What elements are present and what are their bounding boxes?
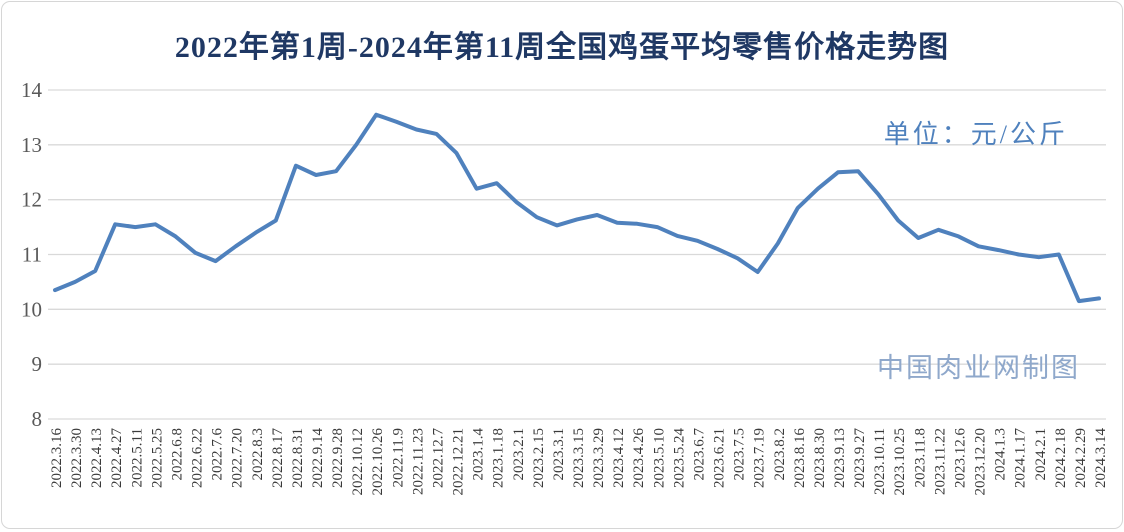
x-axis-tick-label: 2023.2.1 <box>511 428 527 481</box>
x-axis-tick-label: 2022.5.11 <box>129 428 145 487</box>
x-axis-tick-label: 2022.7.20 <box>230 428 246 488</box>
x-axis-tick-label: 2022.10.12 <box>350 428 366 496</box>
x-axis-tick-label: 2022.11.23 <box>410 428 426 495</box>
x-axis-tick-label: 2023.8.2 <box>772 428 788 481</box>
x-axis-tick-label: 2022.12.21 <box>451 428 467 496</box>
x-axis-tick-label: 2023.2.15 <box>531 428 547 488</box>
x-axis-tick-label: 2023.6.21 <box>712 428 728 488</box>
x-axis-tick-label: 2023.10.11 <box>872 428 888 495</box>
x-axis-tick-label: 2023.12.6 <box>952 428 968 489</box>
y-axis-tick-label: 9 <box>32 352 43 376</box>
x-axis-tick-label: 2022.8.31 <box>290 428 306 488</box>
unit-label: 单位：元/公斤 <box>883 120 1068 149</box>
price-line-series <box>53 112 1101 304</box>
x-axis-tick-label: 2023.11.22 <box>932 428 948 495</box>
x-axis-tick-label: 2023.3.1 <box>551 428 567 481</box>
y-axis-tick-label: 10 <box>21 297 42 321</box>
x-axis-tick-label: 2023.9.13 <box>832 428 848 488</box>
x-axis-tick-label: 2023.11.8 <box>912 428 928 487</box>
y-axis-tick-label: 11 <box>22 243 42 267</box>
x-axis-tick-label: 2024.2.1 <box>1033 428 1049 481</box>
x-axis-tick-label: 2022.9.14 <box>310 428 326 489</box>
x-axis-tick-label: 2023.3.15 <box>571 428 587 488</box>
chart-title: 2022年第1周-2024年第11周全国鸡蛋平均零售价格走势图 <box>174 31 950 64</box>
x-axis-tick-label: 2024.1.3 <box>993 428 1009 481</box>
x-axis-tick-label: 2022.6.22 <box>190 428 206 488</box>
x-axis-tick-label: 2023.6.7 <box>691 428 707 481</box>
x-axis-tick-label: 2023.5.10 <box>651 428 667 488</box>
x-axis-tick-label: 2022.3.16 <box>49 428 65 489</box>
x-axis-tick-label: 2022.3.30 <box>69 428 85 488</box>
x-axis-tick-label: 2022.6.8 <box>169 428 185 481</box>
x-axis-tick-label: 2023.8.30 <box>812 428 828 488</box>
x-axis-tick-label: 2022.12.7 <box>430 428 446 489</box>
x-axis-tick-label: 2023.7.5 <box>732 428 748 481</box>
x-axis-tick-label: 2022.4.13 <box>89 428 105 488</box>
x-axis-tick-label: 2022.7.6 <box>210 428 226 481</box>
y-axis-tick-label: 14 <box>21 78 43 102</box>
x-axis-tick-label: 2023.4.26 <box>631 428 647 489</box>
y-axis-tick-label: 12 <box>21 188 42 212</box>
x-axis-tick-label: 2022.5.25 <box>149 428 165 488</box>
x-axis-tick-label: 2022.8.3 <box>250 428 266 481</box>
x-axis-tick-label: 2023.8.16 <box>792 428 808 489</box>
x-axis-tick-label: 2022.4.27 <box>109 428 125 489</box>
x-axis-tick-label: 2023.12.20 <box>973 428 989 496</box>
y-axis-tick-label: 13 <box>21 133 42 157</box>
x-axis-tick-label: 2022.10.26 <box>370 428 386 496</box>
x-axis-tick-label: 2024.1.17 <box>1013 428 1029 489</box>
x-axis-tick-label: 2024.2.18 <box>1053 428 1069 488</box>
x-axis-tick-label: 2023.4.12 <box>611 428 627 488</box>
x-axis-tick-label: 2023.1.4 <box>471 428 487 481</box>
x-axis-tick-label: 2024.2.29 <box>1073 428 1089 488</box>
x-axis-tick-label: 2023.5.24 <box>671 428 687 489</box>
y-axis-tick-label: 8 <box>32 407 43 431</box>
x-axis-tick-label: 2022.8.17 <box>270 428 286 489</box>
x-axis-tick-label: 2022.9.28 <box>330 428 346 488</box>
x-axis-tick-label: 2024.3.14 <box>1093 428 1109 489</box>
x-axis-tick-label: 2022.11.9 <box>390 428 406 487</box>
x-axis-tick-label: 2023.1.18 <box>491 428 507 488</box>
watermark-label: 中国肉业网制图 <box>877 353 1080 383</box>
x-axis-tick-label: 2023.3.29 <box>591 428 607 488</box>
x-axis-tick-label: 2023.10.25 <box>892 428 908 496</box>
x-axis-tick-label: 2023.9.27 <box>852 428 868 489</box>
x-axis-tick-label: 2023.7.19 <box>752 428 768 488</box>
